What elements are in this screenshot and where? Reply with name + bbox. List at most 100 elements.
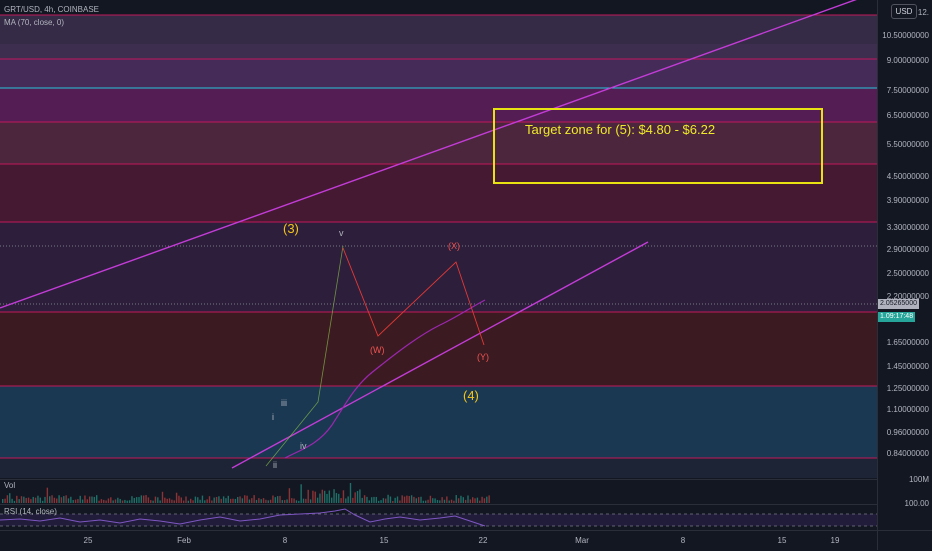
wave-v-label: v (339, 228, 344, 238)
volume-bar (175, 492, 178, 503)
volume-bar (361, 497, 363, 503)
volume-bar (262, 498, 265, 503)
target-zone-box[interactable] (493, 108, 823, 184)
wave-iv-label: iv (300, 441, 307, 451)
volume-bar (4, 498, 6, 503)
volume-bar (215, 496, 218, 503)
volume-bar (276, 496, 279, 503)
volume-bar (220, 498, 222, 503)
volume-bar (469, 499, 472, 503)
volume-bar (229, 498, 232, 503)
rsi-pane[interactable]: RSI (14, close) (0, 504, 877, 531)
volume-bar (192, 500, 194, 503)
volume-bar (121, 500, 124, 503)
volume-bar (363, 495, 366, 503)
volume-bar (399, 500, 401, 503)
volume-bar (279, 495, 281, 503)
volume-bar (389, 496, 392, 503)
time-axis-label: 15 (379, 536, 389, 545)
wave-impulse-line (265, 245, 344, 467)
volume-bar (338, 493, 340, 503)
volume-bar (126, 500, 128, 503)
volume-bar (417, 497, 420, 503)
price-axis-label: 12. (917, 8, 929, 17)
fib-band (0, 59, 877, 88)
volume-bar (53, 497, 56, 503)
volume-bar (328, 490, 331, 503)
volume-bar (394, 497, 396, 503)
volume-bar (114, 499, 117, 503)
volume-bar (286, 499, 288, 503)
wave-ii-label: ii (273, 460, 277, 470)
wave-4-label: (4) (463, 388, 479, 403)
price-axis-label: 3.30000000 (886, 223, 929, 232)
volume-bar (11, 498, 13, 503)
rsi-legend: RSI (14, close) (4, 507, 57, 516)
chart-canvas[interactable] (0, 0, 877, 478)
volume-bar (60, 497, 63, 503)
volume-pane[interactable]: Vol (0, 479, 877, 504)
volume-bar (323, 490, 326, 503)
volume-bar (65, 495, 67, 503)
volume-bar (439, 500, 441, 503)
volume-bar (450, 499, 453, 503)
price-axis-label: 3.90000000 (886, 196, 929, 205)
volume-bar (166, 498, 168, 503)
volume-bar (375, 496, 378, 503)
volume-bar (368, 500, 370, 503)
volume-bar (488, 495, 490, 503)
volume-bar (307, 489, 309, 503)
volume-bar (211, 500, 213, 503)
price-axis[interactable]: 12. 10.50000000 9.00000000 7.50000000 6.5000… (877, 0, 932, 550)
volume-bar (34, 497, 37, 503)
symbol-legend[interactable]: GRT/USD, 4h, COINBASE (4, 5, 99, 14)
wave-iii-label: iii (281, 398, 287, 408)
volume-bar (86, 499, 88, 503)
ma-legend[interactable]: MA (70, close, 0) (4, 18, 65, 27)
price-axis-label: 10.50000000 (882, 31, 929, 40)
price-axis-label: 1.65000000 (886, 338, 929, 347)
time-axis[interactable] (0, 530, 932, 551)
volume-bar (241, 498, 244, 503)
volume-bar (201, 495, 204, 503)
volume-bar (251, 498, 253, 503)
target-zone-label: Target zone for (5): $4.80 - $6.22 (525, 122, 716, 137)
volume-bar (70, 496, 72, 503)
volume-bar (6, 495, 9, 503)
price-axis-label: 2.20000000 (886, 292, 929, 301)
volume-bar (46, 487, 49, 503)
time-axis-label: 19 (830, 536, 840, 545)
price-chart[interactable]: GRT/USD, 4h, COINBASE MA (70, close, 0) … (0, 0, 877, 478)
wave-w-label: (W) (370, 345, 385, 355)
volume-bar (107, 498, 110, 503)
volume-bar (98, 500, 100, 503)
volume-bar (267, 500, 269, 503)
time-axis-label: 15 (777, 536, 787, 545)
volume-bar (319, 493, 321, 503)
volume-bar (25, 497, 27, 503)
volume-bar (208, 496, 211, 503)
volume-bar (199, 499, 201, 503)
volume-bar (93, 496, 96, 503)
rsi-chart (0, 508, 877, 527)
lower-channel-line (231, 241, 649, 469)
currency-selector[interactable]: USD (891, 4, 917, 19)
volume-bar (81, 499, 84, 503)
volume-bar (182, 500, 185, 503)
volume-bar (380, 500, 382, 503)
price-axis-label: 0.84000000 (886, 449, 929, 458)
volume-bar (413, 496, 415, 503)
volume-bar (284, 500, 286, 503)
price-axis-label: 5.50000000 (886, 140, 929, 149)
volume-bar (234, 498, 237, 503)
volume-bar (117, 497, 119, 503)
volume-bar (288, 488, 291, 503)
volume-bar (239, 496, 241, 503)
volume-bar (333, 489, 335, 503)
volume-bar (425, 500, 427, 503)
volume-bar (225, 498, 227, 503)
fib-band (0, 312, 877, 386)
volume-bar (135, 497, 138, 503)
volume-bar (147, 497, 150, 503)
volume-bar (464, 499, 467, 503)
